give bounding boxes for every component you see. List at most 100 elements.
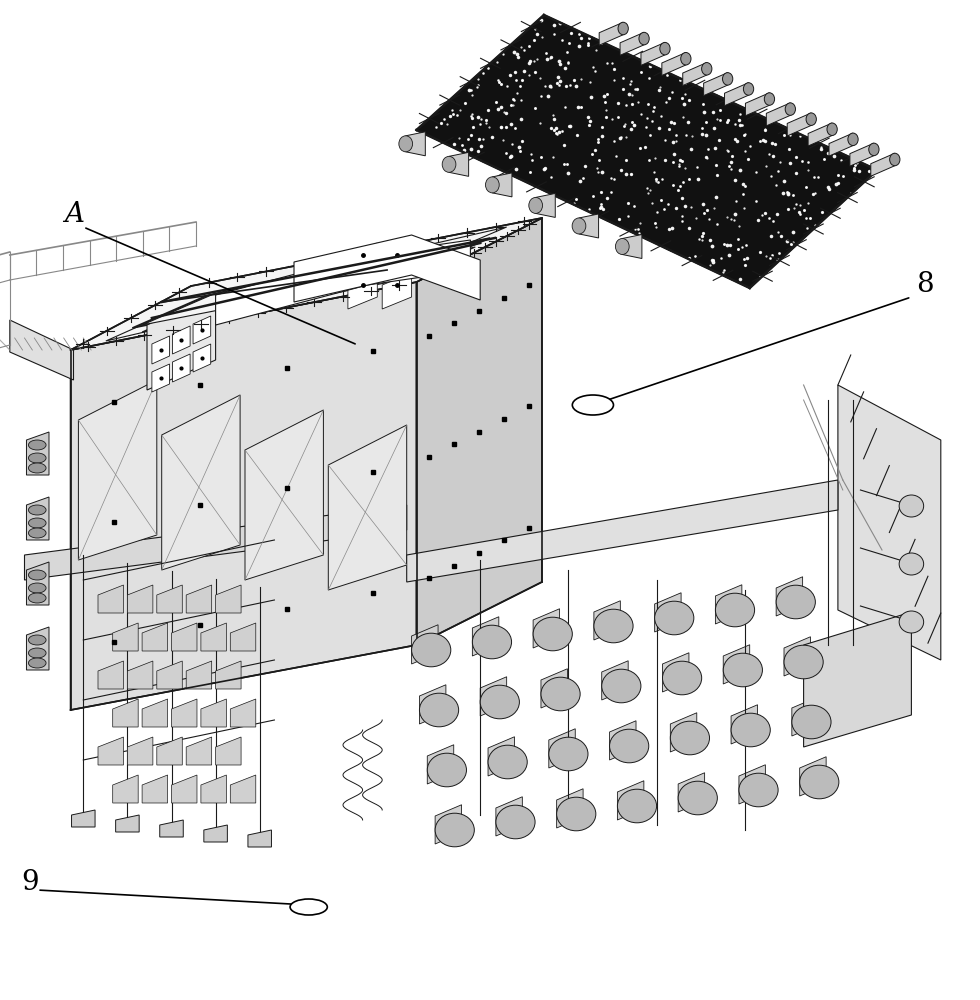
Polygon shape (142, 623, 168, 651)
Polygon shape (670, 713, 697, 752)
Polygon shape (617, 781, 644, 820)
Polygon shape (113, 775, 138, 803)
Polygon shape (480, 677, 507, 716)
Polygon shape (496, 797, 522, 836)
Polygon shape (800, 757, 826, 796)
Polygon shape (382, 273, 412, 309)
Ellipse shape (617, 789, 657, 823)
Polygon shape (406, 132, 425, 156)
Ellipse shape (290, 899, 327, 915)
Polygon shape (157, 737, 182, 765)
Ellipse shape (702, 63, 711, 75)
Polygon shape (549, 729, 575, 768)
Polygon shape (808, 123, 832, 146)
Ellipse shape (776, 585, 815, 619)
Polygon shape (152, 364, 170, 392)
Polygon shape (147, 294, 216, 390)
Ellipse shape (472, 625, 512, 659)
Polygon shape (622, 234, 642, 258)
Polygon shape (784, 637, 810, 676)
Polygon shape (172, 354, 190, 382)
Polygon shape (804, 612, 911, 747)
Ellipse shape (28, 518, 46, 528)
Ellipse shape (744, 83, 754, 95)
Polygon shape (216, 661, 241, 689)
Polygon shape (655, 593, 681, 632)
Ellipse shape (412, 633, 451, 667)
Polygon shape (533, 609, 560, 648)
Ellipse shape (488, 745, 527, 779)
Ellipse shape (618, 22, 628, 35)
Ellipse shape (28, 593, 46, 603)
Polygon shape (186, 661, 212, 689)
Polygon shape (704, 73, 727, 96)
Polygon shape (407, 480, 838, 582)
Ellipse shape (807, 113, 816, 125)
Ellipse shape (764, 93, 774, 105)
Polygon shape (416, 15, 877, 288)
Polygon shape (248, 830, 271, 847)
Polygon shape (172, 326, 190, 354)
Ellipse shape (715, 593, 755, 627)
Polygon shape (662, 653, 689, 692)
Polygon shape (201, 623, 226, 651)
Polygon shape (829, 133, 853, 156)
Ellipse shape (572, 218, 586, 234)
Polygon shape (230, 699, 256, 727)
Polygon shape (724, 83, 749, 106)
Polygon shape (435, 805, 462, 844)
Polygon shape (157, 585, 182, 613)
Polygon shape (787, 113, 811, 136)
Polygon shape (739, 765, 765, 804)
Ellipse shape (848, 133, 858, 146)
Polygon shape (776, 577, 803, 616)
Polygon shape (113, 699, 138, 727)
Ellipse shape (615, 238, 629, 254)
Polygon shape (216, 585, 241, 613)
Polygon shape (98, 661, 123, 689)
Ellipse shape (549, 737, 588, 771)
Ellipse shape (900, 611, 924, 633)
Ellipse shape (533, 617, 572, 651)
Polygon shape (26, 627, 49, 670)
Ellipse shape (800, 765, 839, 799)
Ellipse shape (785, 103, 796, 115)
Ellipse shape (496, 805, 535, 839)
Polygon shape (230, 623, 256, 651)
Text: A: A (64, 202, 83, 229)
Polygon shape (599, 22, 623, 45)
Polygon shape (416, 218, 542, 645)
Ellipse shape (678, 781, 717, 815)
Ellipse shape (28, 528, 46, 538)
Polygon shape (850, 143, 874, 166)
Ellipse shape (419, 693, 459, 727)
Polygon shape (245, 410, 323, 580)
Polygon shape (294, 235, 480, 302)
Ellipse shape (639, 32, 649, 45)
Polygon shape (186, 737, 212, 765)
Polygon shape (492, 173, 512, 197)
Ellipse shape (28, 583, 46, 593)
Polygon shape (78, 380, 157, 560)
Polygon shape (641, 42, 665, 65)
Polygon shape (731, 705, 758, 744)
Polygon shape (160, 820, 183, 837)
Polygon shape (142, 775, 168, 803)
Polygon shape (71, 218, 542, 350)
Ellipse shape (572, 395, 613, 415)
Polygon shape (172, 699, 197, 727)
Ellipse shape (723, 653, 762, 687)
Ellipse shape (602, 669, 641, 703)
Ellipse shape (442, 156, 456, 172)
Ellipse shape (900, 495, 924, 517)
Polygon shape (26, 497, 49, 540)
Polygon shape (602, 661, 628, 700)
Ellipse shape (890, 153, 900, 166)
Ellipse shape (435, 813, 474, 847)
Polygon shape (412, 625, 438, 664)
Polygon shape (157, 661, 182, 689)
Text: 8: 8 (916, 271, 934, 298)
Ellipse shape (662, 661, 702, 695)
Ellipse shape (427, 753, 466, 787)
Polygon shape (193, 316, 211, 344)
